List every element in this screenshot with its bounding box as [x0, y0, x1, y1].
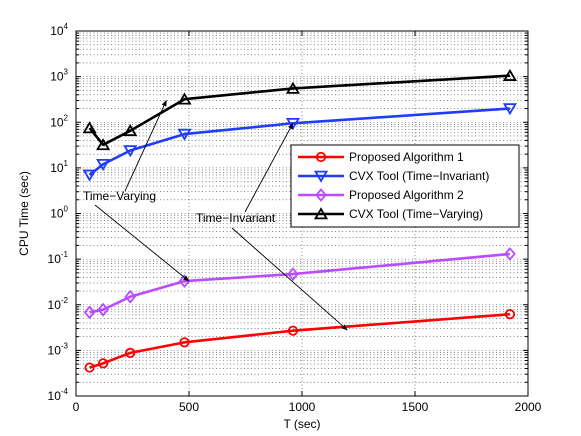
- series-line: [88, 74, 510, 147]
- annotation-text: Time−Varying: [83, 189, 156, 203]
- data-point: [502, 68, 517, 81]
- series-0: [84, 309, 516, 373]
- data-point: [287, 325, 299, 336]
- data-point: [82, 169, 97, 182]
- data-point: [124, 289, 137, 304]
- data-point: [123, 124, 138, 137]
- data-point: [502, 103, 517, 116]
- x-axis-label: T (sec): [283, 417, 320, 431]
- legend-entry: Proposed Algorithm 1: [298, 150, 464, 164]
- series-line: [89, 312, 511, 369]
- y-tick-label: 10-3: [48, 341, 69, 357]
- legend-marker: [315, 151, 327, 163]
- annotation-0: Time−Varying: [83, 99, 190, 282]
- legend-label: CVX Tool (Time−Varying): [349, 207, 483, 221]
- data-point: [125, 347, 136, 359]
- data-point: [287, 267, 299, 281]
- data-point: [504, 309, 516, 320]
- axis-ticks: 0 500 1000 1500 2000 10-4 10-3 10-2 10-1 100 101 10…: [48, 22, 542, 414]
- legend-marker: [313, 207, 329, 220]
- data-point: [96, 138, 111, 151]
- legend-label: Proposed Algorithm 2: [349, 188, 464, 202]
- y-tick-label: 101: [50, 159, 68, 175]
- legend-label: Proposed Algorithm 1: [349, 150, 464, 164]
- y-tick-label: 100: [50, 205, 68, 221]
- x-tick-label: 500: [179, 400, 199, 414]
- series-group: [82, 68, 517, 373]
- data-point: [96, 158, 111, 171]
- legend-entry: CVX Tool (Time−Invariant): [298, 169, 489, 183]
- legend-entry: CVX Tool (Time−Varying): [298, 207, 483, 221]
- data-point: [179, 337, 190, 348]
- y-tick-label: 10-4: [48, 387, 69, 403]
- data-point: [285, 81, 301, 94]
- y-tick-label: 104: [50, 22, 68, 38]
- annotation-arrow: [124, 99, 167, 192]
- legend-marker: [315, 188, 327, 202]
- x-tick-label: 1500: [402, 400, 429, 414]
- y-tick-label: 102: [50, 113, 68, 129]
- annotation-text: Time−Invariant: [196, 211, 276, 225]
- data-point: [504, 247, 516, 261]
- series-1: [82, 103, 517, 182]
- annotation-1: Time−Invariant: [196, 122, 348, 331]
- legend: Proposed Algorithm 1 CVX Tool (Time−Invar…: [290, 144, 520, 228]
- y-tick-label: 103: [50, 68, 68, 84]
- y-tick-label: 10-2: [48, 296, 69, 312]
- data-point: [84, 362, 95, 373]
- annotation-arrow: [94, 204, 190, 282]
- annotation-arrow: [244, 122, 294, 213]
- y-axis-label: CPU Time (sec): [17, 171, 31, 256]
- legend-label: CVX Tool (Time−Invariant): [349, 169, 489, 183]
- annotations: Time−Varying Time−Invariant: [83, 99, 348, 331]
- data-point: [177, 128, 192, 141]
- data-point: [83, 305, 96, 320]
- x-tick-label: 2000: [515, 400, 542, 414]
- series-3: [82, 68, 517, 151]
- data-point: [123, 145, 138, 158]
- data-point: [98, 358, 109, 369]
- data-point: [82, 121, 97, 134]
- legend-marker: [313, 170, 329, 183]
- data-point: [177, 92, 192, 105]
- y-tick-label: 10-1: [48, 250, 69, 266]
- data-point: [97, 302, 109, 317]
- series-line: [89, 252, 511, 314]
- annotation-arrow: [231, 227, 348, 331]
- x-tick-label: 1000: [289, 400, 316, 414]
- x-tick-label: 0: [73, 400, 80, 414]
- series-2: [83, 247, 516, 320]
- legend-entry: Proposed Algorithm 2: [298, 188, 464, 202]
